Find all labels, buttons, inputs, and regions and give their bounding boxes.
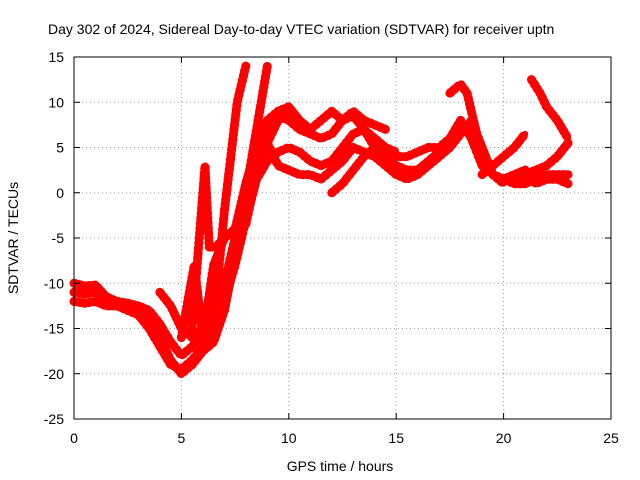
- y-tick-label: 15: [48, 49, 64, 65]
- x-tick-label: 0: [70, 430, 78, 446]
- series-markers-track-11: [477, 129, 530, 180]
- series-markers-track-3: [69, 124, 401, 374]
- y-tick-label: -5: [52, 230, 65, 246]
- x-tick-label: 15: [388, 430, 404, 446]
- x-tick-label: 25: [603, 430, 619, 446]
- x-tick-label: 10: [281, 430, 297, 446]
- y-axis-label: SDTVAR / TECUs: [5, 182, 21, 294]
- series-markers-track-12: [527, 75, 573, 143]
- y-tick-label: 0: [56, 185, 64, 201]
- series-markers-track-8: [252, 102, 390, 143]
- y-tick-label: -15: [44, 321, 64, 337]
- series-layer: [69, 61, 573, 379]
- y-tick-label: -10: [44, 275, 64, 291]
- x-axis-label: GPS time / hours: [287, 458, 394, 474]
- y-tick-label: 5: [56, 140, 64, 156]
- x-tick-label: 20: [496, 430, 512, 446]
- chart-title: Day 302 of 2024, Sidereal Day-to-day VTE…: [48, 21, 554, 37]
- y-tick-label: -20: [44, 366, 64, 382]
- series-markers-track-7: [209, 61, 251, 324]
- x-tick-label: 5: [178, 430, 186, 446]
- y-tick-label: -25: [44, 411, 64, 427]
- series-markers-track-13: [509, 138, 573, 184]
- series-markers-track-10: [445, 79, 573, 189]
- tick-layer: 0 5 10 15 20 25 -25 -20 -15 -10 -5 0 5 10 15: [44, 49, 619, 446]
- y-tick-label: 10: [48, 94, 64, 110]
